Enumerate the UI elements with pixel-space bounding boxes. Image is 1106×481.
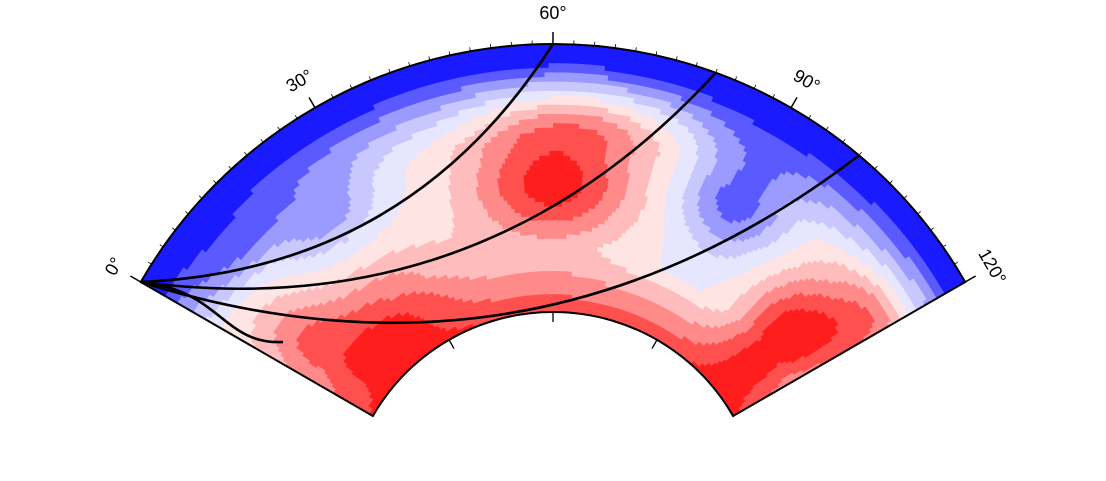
velocity-field (140, 43, 966, 416)
